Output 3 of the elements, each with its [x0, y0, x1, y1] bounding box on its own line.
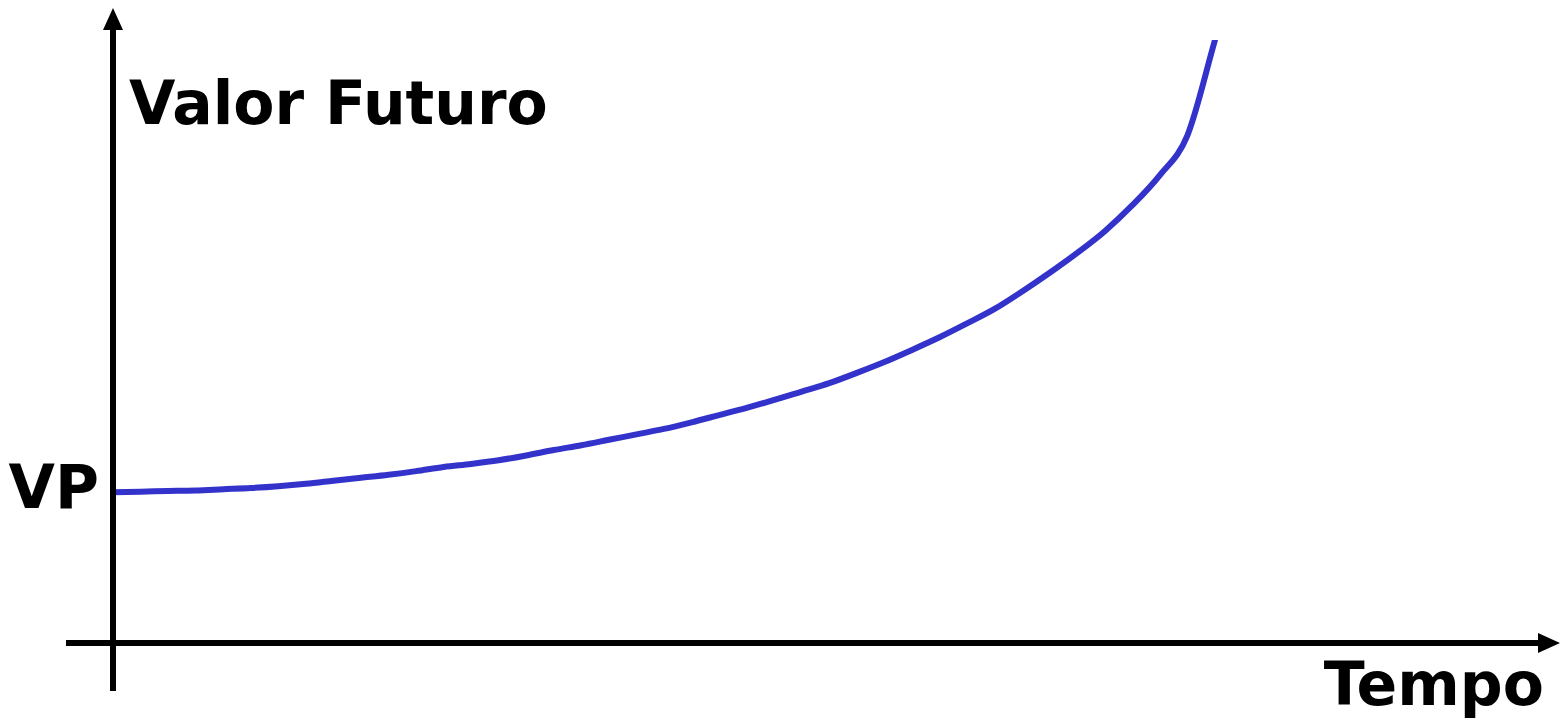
x-axis-title: Tempo: [1323, 648, 1544, 719]
y-axis-title: Valor Futuro: [129, 68, 548, 138]
text: VP: [8, 451, 99, 522]
